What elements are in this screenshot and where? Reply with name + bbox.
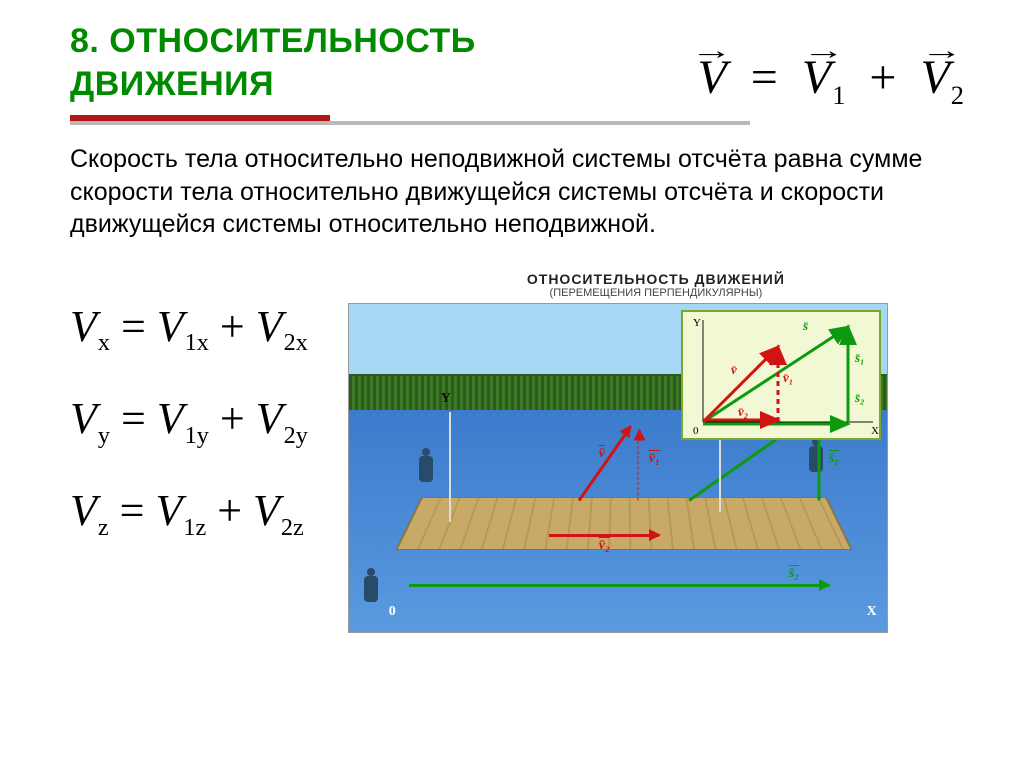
description-text: Скорость тела относительно неподвижной с… xyxy=(70,143,964,241)
svg-text:X: X xyxy=(871,425,879,437)
illustration-subtitle: (ПЕРЕМЕЩЕНИЯ ПЕРПЕНДИКУЛЯРНЫ) xyxy=(348,287,964,299)
vec-s2 xyxy=(409,584,829,587)
person-icon xyxy=(364,568,378,602)
label-v: v̄ xyxy=(599,446,605,462)
inset-diagram: X Y 0 xyxy=(681,310,881,440)
svg-text:Y: Y xyxy=(693,317,701,329)
svg-text:s̄₁: s̄₁ xyxy=(854,350,865,365)
vec-V2: V2 xyxy=(920,50,964,111)
label-X: X xyxy=(867,604,877,620)
inset-svg: X Y 0 xyxy=(683,312,883,442)
equals: = xyxy=(739,51,790,104)
label-s1: s̄₁ xyxy=(829,451,839,467)
illustration: ОТНОСИТЕЛЬНОСТЬ ДВИЖЕНИЙ (ПЕРЕМЕЩЕНИЯ ПЕ… xyxy=(348,271,964,651)
label-v2: v̄₂ xyxy=(599,538,610,554)
svg-text:0: 0 xyxy=(693,425,699,437)
person-icon xyxy=(419,448,433,482)
svg-text:s̄: s̄ xyxy=(802,318,809,333)
content-row: Vx = V1x + V2x Vy = V1y + V2y Vz = V1z +… xyxy=(70,271,964,651)
axis-y xyxy=(449,412,451,522)
svg-text:v̄₂: v̄₂ xyxy=(738,404,748,419)
formula-vector-sum: V = V1 + V2 xyxy=(697,50,964,111)
label-Y: Y xyxy=(441,391,451,407)
vec-v1 xyxy=(637,430,640,500)
scene: v̄ v̄₁ v̄₂ s̄ s̄₁ s̄₂ Y Y' 0 X xyxy=(348,303,888,633)
vec-V1: V1 xyxy=(802,50,846,111)
illustration-title: ОТНОСИТЕЛЬНОСТЬ ДВИЖЕНИЙ xyxy=(348,271,964,287)
title-block: 8. ОТНОСИТЕЛЬНОСТЬ ДВИЖЕНИЯ V = V1 + V2 xyxy=(70,20,964,125)
vec-v xyxy=(578,425,632,500)
formula-y: Vy = V1y + V2y xyxy=(70,373,308,465)
plus: + xyxy=(857,51,908,104)
raft xyxy=(395,497,853,550)
title-underline xyxy=(70,115,750,125)
slide: 8. ОТНОСИТЕЛЬНОСТЬ ДВИЖЕНИЯ V = V1 + V2 … xyxy=(0,0,1024,767)
formula-x: Vx = V1x + V2x xyxy=(70,281,308,373)
svg-text:v̄: v̄ xyxy=(731,362,737,377)
svg-text:v̄₁: v̄₁ xyxy=(783,370,793,385)
svg-text:s̄₂: s̄₂ xyxy=(854,390,865,405)
component-formulas: Vx = V1x + V2x Vy = V1y + V2y Vz = V1z +… xyxy=(70,271,308,558)
formula-z: Vz = V1z + V2z xyxy=(70,465,308,557)
vec-v2 xyxy=(549,534,659,537)
label-s2: s̄₂ xyxy=(789,566,799,582)
label-v1: v̄₁ xyxy=(649,451,660,467)
person-icon xyxy=(809,438,823,472)
vec-V: V xyxy=(697,50,726,105)
title-line-1: 8. ОТНОСИТЕЛЬНОСТЬ xyxy=(70,22,476,60)
label-origin: 0 xyxy=(389,604,396,620)
underline-grey xyxy=(70,121,750,125)
title-line-2: ДВИЖЕНИЯ xyxy=(70,65,274,103)
